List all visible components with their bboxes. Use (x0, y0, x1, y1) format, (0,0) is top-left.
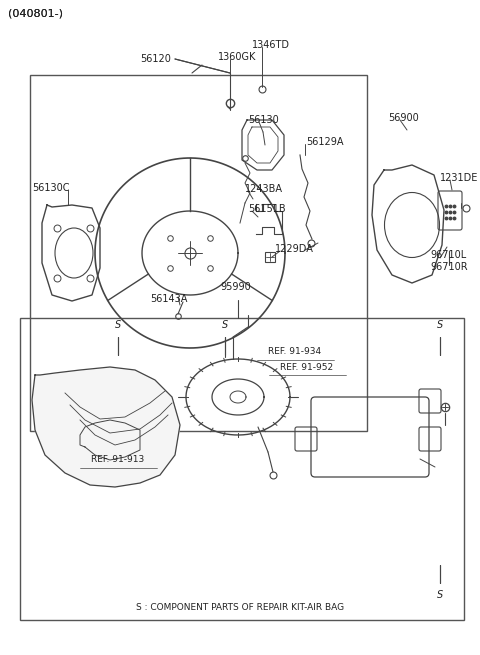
Text: 1243BA: 1243BA (245, 184, 283, 194)
Text: 56120: 56120 (140, 54, 171, 64)
Text: 56130C: 56130C (32, 183, 70, 193)
Text: 56900: 56900 (388, 113, 419, 123)
Text: REF. 91-934: REF. 91-934 (268, 348, 322, 356)
Text: 1231DE: 1231DE (440, 173, 479, 183)
Text: 96710R: 96710R (430, 262, 468, 272)
Bar (30, 75, 367, 431)
Text: 96710L: 96710L (430, 250, 466, 260)
Text: REF. 91-913: REF. 91-913 (91, 455, 144, 464)
Text: REF. 91-952: REF. 91-952 (280, 362, 334, 371)
Text: S: S (115, 320, 121, 330)
Text: 56151B: 56151B (248, 204, 286, 214)
Text: (040801-): (040801-) (8, 8, 63, 18)
Text: 56143A: 56143A (150, 294, 187, 304)
Text: 1229DA: 1229DA (275, 244, 314, 254)
Text: S: S (222, 320, 228, 330)
Text: S: S (437, 320, 443, 330)
Text: 1360GK: 1360GK (218, 52, 256, 62)
Bar (20, 318, 464, 620)
Text: S: S (437, 590, 443, 600)
Text: (040801-): (040801-) (8, 8, 63, 18)
Text: S : COMPONENT PARTS OF REPAIR KIT-AIR BAG: S : COMPONENT PARTS OF REPAIR KIT-AIR BA… (136, 603, 344, 612)
Text: 56129A: 56129A (306, 137, 344, 147)
Polygon shape (32, 367, 180, 487)
Text: 56130: 56130 (248, 115, 279, 125)
Text: 1346TD: 1346TD (252, 40, 290, 50)
Text: 95990: 95990 (220, 282, 251, 292)
